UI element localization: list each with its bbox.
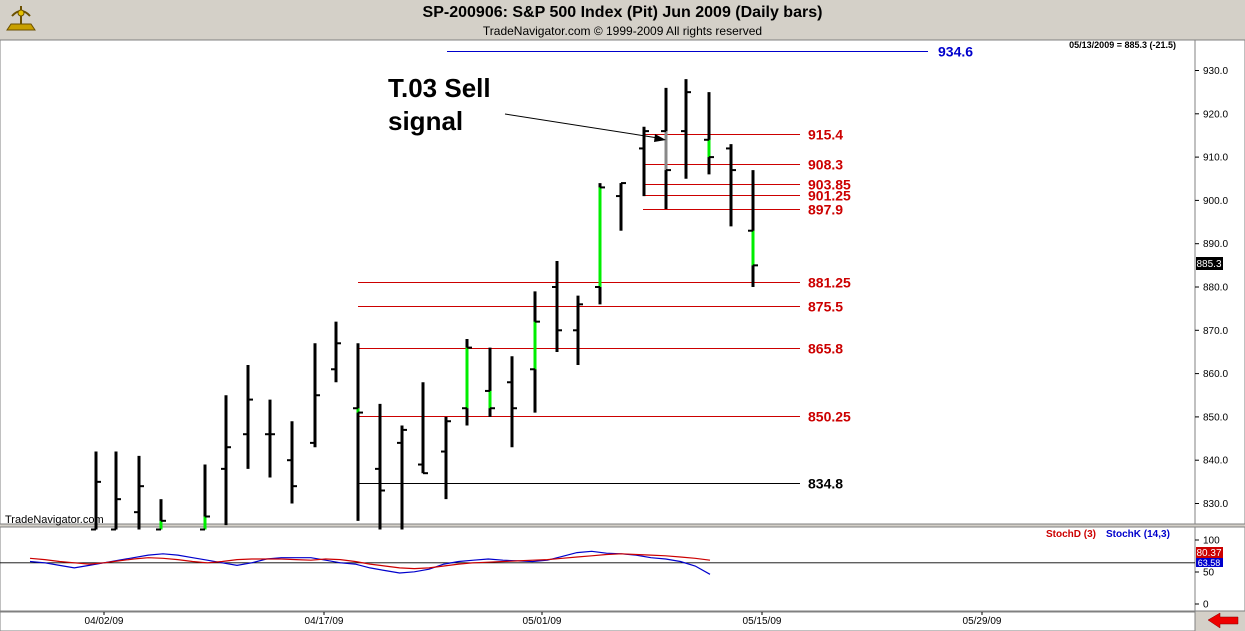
date-axis-panel: [0, 611, 1196, 631]
price-bar: [418, 382, 428, 475]
price-bar: [156, 499, 166, 531]
price-bar: [616, 182, 626, 231]
annotation-arrowhead: [654, 134, 666, 142]
scroll-right-arrow-icon[interactable]: [1207, 612, 1239, 629]
price-axis-tick-label: 870.0: [1203, 326, 1228, 337]
stochk-readout-box: [1196, 558, 1223, 567]
price-bar: [310, 343, 320, 448]
price-bar: [353, 343, 363, 521]
date-axis-tick-label: 05/01/09: [523, 616, 562, 627]
price-axis-tick-label: 890.0: [1203, 239, 1228, 250]
price-axis-tick-label: 910.0: [1203, 153, 1228, 164]
price-bar: [639, 126, 649, 197]
level-label: 875.5: [808, 299, 843, 315]
sextant-logo-icon: [6, 6, 36, 31]
level-label: 897.9: [808, 202, 843, 218]
price-bar: [573, 295, 583, 365]
price-bar: [441, 416, 451, 500]
stochd-readout-box: [1196, 547, 1223, 558]
price-bar: [552, 261, 562, 352]
price-axis-tick-label: 920.0: [1203, 109, 1228, 120]
last-price-label: 885.3: [1196, 259, 1221, 270]
stoch-axis-tick-label: 0: [1203, 600, 1209, 611]
stochk-legend: StochK (14,3): [1106, 529, 1170, 540]
price-bar: [221, 395, 231, 526]
stoch-panel: [0, 526, 1196, 612]
price-axis-tick-label: 900.0: [1203, 196, 1228, 207]
price-bar: [200, 464, 210, 531]
price-bar: [462, 338, 472, 426]
level-label: 934.6: [938, 44, 973, 60]
stochd-line: [29, 553, 711, 570]
level-label: 915.4: [808, 127, 843, 143]
quote-readout: 05/13/2009 = 885.3 (-21.5): [1069, 40, 1176, 50]
date-axis-tick-label: 05/29/09: [963, 616, 1002, 627]
price-bar: [397, 425, 407, 530]
price-bar: [661, 87, 671, 210]
price-axis-tick-label: 880.0: [1203, 283, 1228, 294]
stoch-axis-tick-label: 50: [1203, 568, 1215, 579]
annotation-line-1: T.03 Sell: [388, 73, 491, 103]
price-bar: [595, 183, 605, 305]
price-bar: [287, 421, 297, 504]
price-bar: [530, 291, 540, 413]
price-bar: [91, 451, 101, 531]
price-axis-tick-label: 830.0: [1203, 499, 1228, 510]
annotation-arrow: [504, 113, 659, 139]
stochd-readout: 80.37: [1196, 548, 1221, 559]
date-axis-tick-label: 05/15/09: [743, 616, 782, 627]
price-axis-panel: [1194, 39, 1245, 525]
stoch-axis-panel: [1194, 526, 1245, 612]
price-bar: [265, 399, 275, 478]
price-axis-tick-label: 860.0: [1203, 369, 1228, 380]
level-label: 908.3: [808, 157, 843, 173]
level-label: 850.25: [808, 409, 851, 425]
price-bar: [704, 92, 714, 175]
annotation-line-2: signal: [388, 106, 463, 136]
level-label: 865.8: [808, 341, 843, 357]
price-bar: [331, 321, 341, 383]
level-label: 834.8: [808, 476, 843, 492]
chart-title: SP-200906: S&P 500 Index (Pit) Jun 2009 …: [422, 4, 823, 21]
price-bar: [485, 347, 495, 417]
price-bar: [726, 144, 736, 227]
price-axis-tick-label: 930.0: [1203, 66, 1228, 77]
level-label: 901.25: [808, 188, 851, 204]
copyright-text: TradeNavigator.com © 1999-2009 All right…: [482, 24, 763, 38]
price-bar: [681, 79, 691, 179]
price-bar: [748, 170, 758, 287]
date-axis-tick-label: 04/02/09: [85, 616, 124, 627]
stoch-axis-tick-label: 100: [1203, 536, 1220, 547]
price-bar: [375, 403, 385, 530]
date-axis-tick-label: 04/17/09: [305, 616, 344, 627]
level-label: 881.25: [808, 275, 851, 291]
price-axis-tick-label: 840.0: [1203, 456, 1228, 467]
price-axis-tick-label: 850.0: [1203, 412, 1228, 423]
watermark-text: TradeNavigator.com: [5, 514, 104, 526]
level-label: 903.85: [808, 177, 851, 193]
stochd-legend: StochD (3): [1046, 529, 1096, 540]
stochk-line: [29, 550, 711, 575]
stochk-readout: 63.58: [1198, 558, 1221, 568]
price-bar: [243, 364, 253, 469]
price-bar: [134, 455, 144, 530]
price-bar: [111, 451, 121, 531]
price-bar: [507, 356, 517, 448]
last-price-box: [1196, 257, 1223, 270]
